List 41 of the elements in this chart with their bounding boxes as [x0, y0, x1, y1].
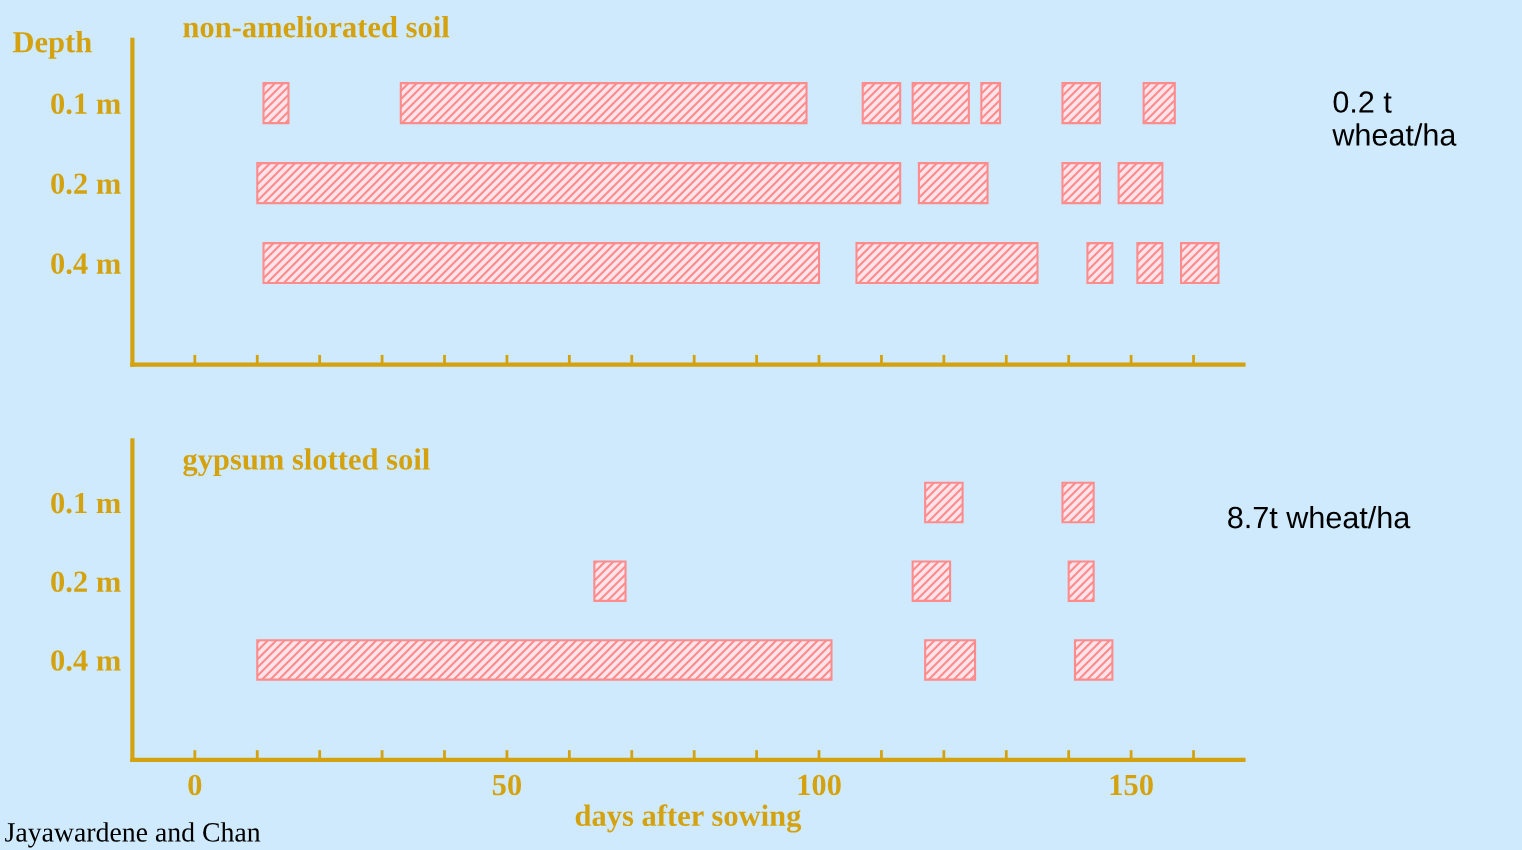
- bar: [262, 242, 821, 285]
- y-tick-label: 0.1 m: [51, 93, 121, 115]
- bar: [924, 639, 977, 681]
- chart-title: gypsum slotted soil: [183, 448, 430, 477]
- bar: [1061, 82, 1101, 125]
- bar: [1142, 82, 1176, 125]
- bar: [917, 162, 989, 205]
- x-tick-label: 150: [1110, 774, 1153, 796]
- x-axis-title: days after sowing: [575, 804, 802, 833]
- y-tick-label: 0.2 m: [51, 173, 121, 195]
- bar: [1117, 162, 1164, 205]
- y-tick-label: 0.4 m: [51, 253, 121, 275]
- bar: [399, 82, 808, 125]
- bar: [256, 639, 833, 681]
- bar: [593, 560, 627, 602]
- text: Jayawardene and Chan: [5, 822, 261, 848]
- bar: [855, 242, 1039, 285]
- bar: [262, 82, 290, 125]
- y-tick-label: 0.2 m: [51, 571, 121, 593]
- y-tick-label: 0.1 m: [51, 492, 121, 514]
- x-tick-label: 50: [492, 774, 522, 796]
- bar: [911, 82, 970, 125]
- bar: [924, 481, 964, 524]
- bar: [1136, 242, 1164, 285]
- bar: [1180, 242, 1220, 285]
- y-axis-title: Depth: [12, 30, 92, 59]
- annotation: 8.7t wheat/ha: [1228, 505, 1411, 529]
- bar: [1073, 639, 1114, 681]
- bar: [980, 82, 1002, 125]
- bar: [256, 162, 902, 205]
- text: 0.2 t wheat/ha: [1332, 91, 1457, 146]
- bar: [1061, 162, 1101, 205]
- bar: [1086, 242, 1114, 285]
- x-tick-label: 100: [798, 774, 841, 796]
- bar: [861, 82, 902, 125]
- chart-title: non-ameliorated soil: [183, 15, 450, 38]
- x-tick-label: 0: [188, 774, 202, 796]
- bar: [911, 560, 952, 602]
- bar: [1061, 481, 1095, 524]
- bar: [1067, 560, 1095, 602]
- y-tick-label: 0.4 m: [51, 650, 121, 671]
